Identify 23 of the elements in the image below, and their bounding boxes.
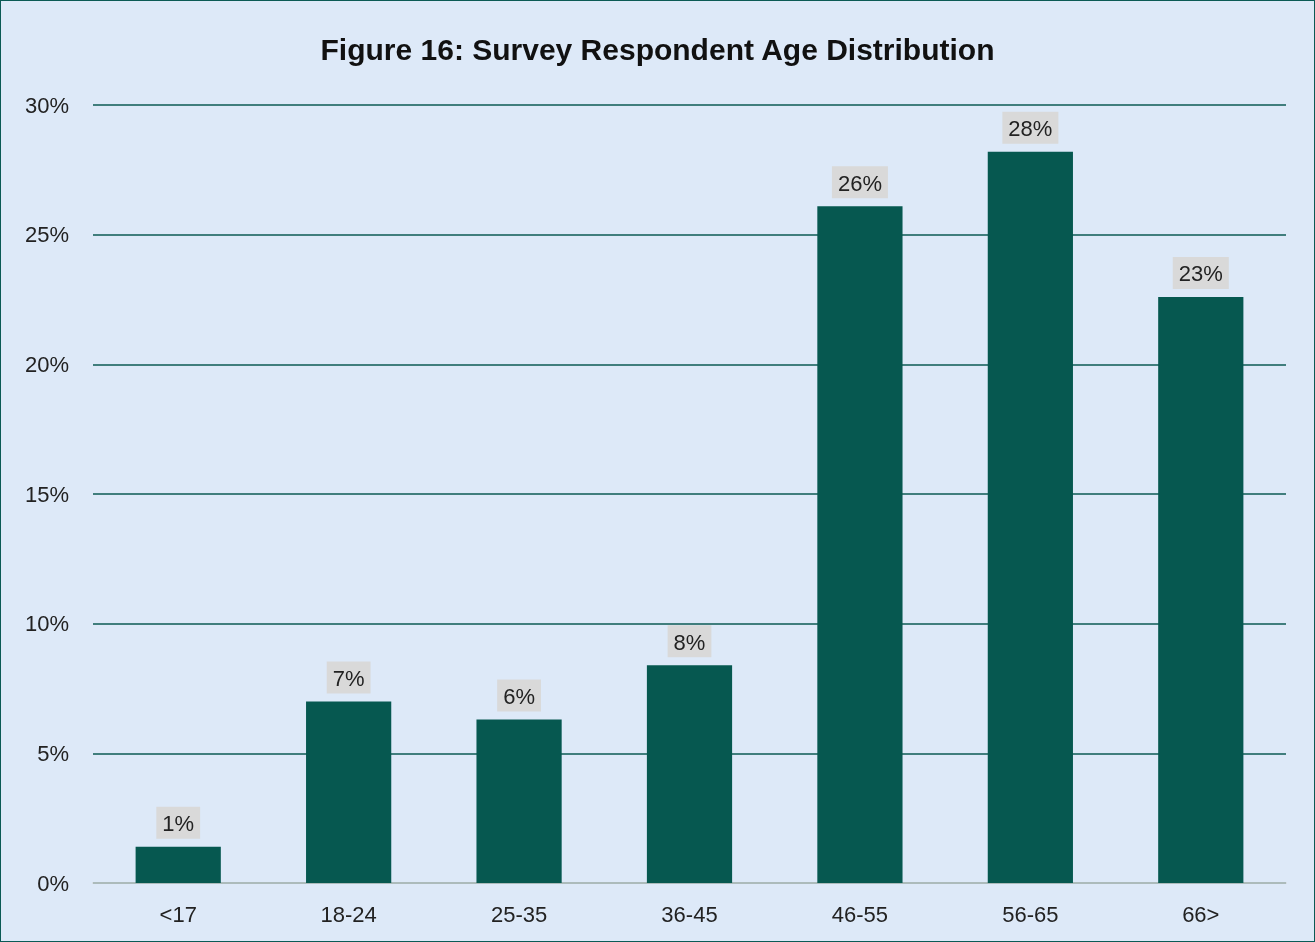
x-tick-label: 46-55: [831, 901, 889, 927]
x-tick-label: 56-65: [1002, 901, 1059, 927]
data-label: 23%: [1178, 261, 1223, 287]
y-tick-label: 30%: [24, 92, 69, 118]
y-tick-label: 5%: [37, 740, 69, 766]
bar: [135, 846, 221, 883]
chart-title: Figure 16: Survey Respondent Age Distribution: [320, 32, 995, 66]
data-label: 28%: [1008, 116, 1053, 142]
data-label: 7%: [332, 665, 365, 691]
x-tick-label: 18-24: [320, 901, 377, 927]
y-tick-label: 25%: [24, 222, 69, 248]
data-label: 26%: [837, 170, 882, 196]
y-tick-label: 20%: [24, 351, 69, 377]
x-tick-label: 66>: [1182, 901, 1220, 927]
x-tick-label: 36-45: [661, 901, 718, 927]
x-tick-label: 25-35: [490, 901, 548, 927]
y-tick-label: 0%: [37, 870, 69, 896]
y-tick-label: 10%: [24, 611, 69, 637]
data-label: 6%: [503, 684, 535, 710]
data-label: 8%: [673, 629, 706, 655]
x-tick-label: <17: [159, 901, 197, 927]
y-tick-label: 15%: [24, 481, 69, 507]
data-label: 1%: [162, 811, 195, 837]
